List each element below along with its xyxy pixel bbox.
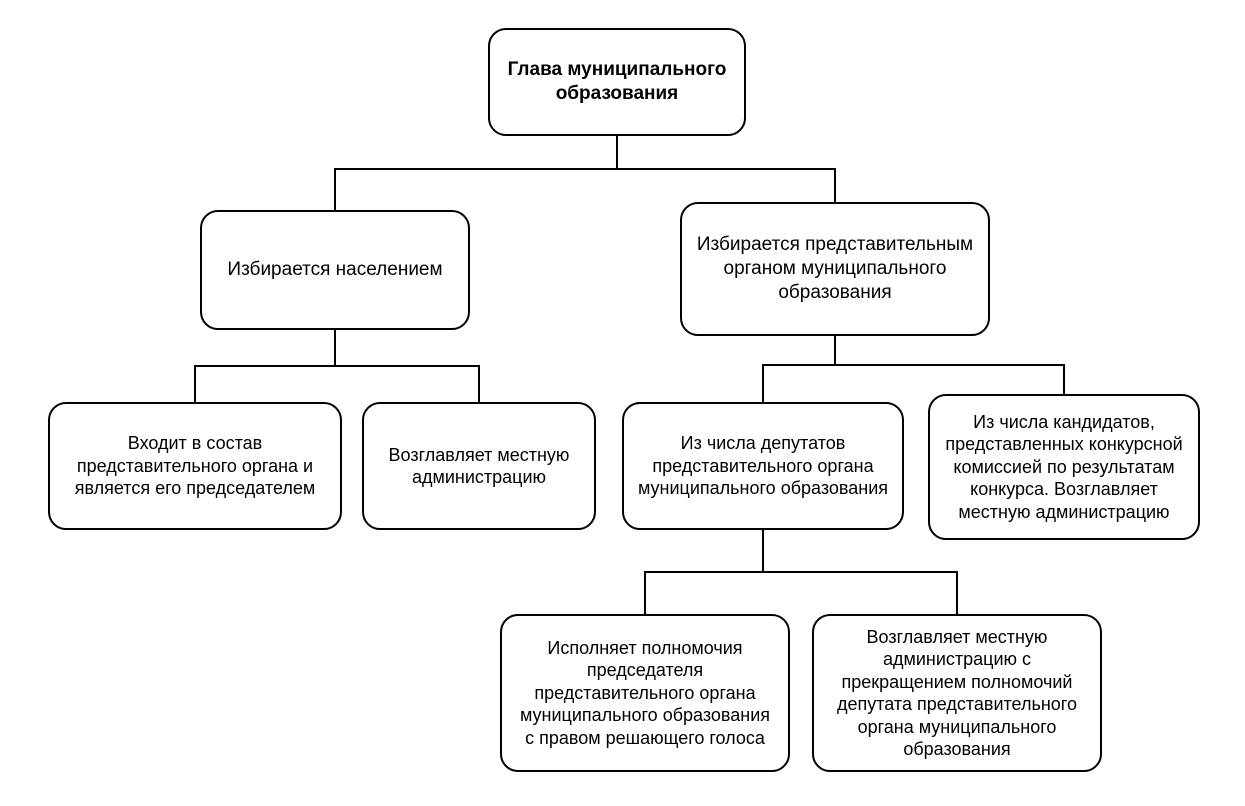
node-l1a: Избирается населением <box>200 210 470 330</box>
node-l3a: Исполняет полномочия председателя предст… <box>500 614 790 772</box>
node-l2a: Входит в состав представительного органа… <box>48 402 342 530</box>
node-root: Глава муниципального образования <box>488 28 746 136</box>
node-l2b: Возглавляет местную администрацию <box>362 402 596 530</box>
diagram-canvas: Глава муниципального образованияИзбирает… <box>0 0 1245 806</box>
node-l2d: Из числа кандидатов, представленных конк… <box>928 394 1200 540</box>
node-l3b: Возглавляет местную администрацию с прек… <box>812 614 1102 772</box>
node-l2c: Из числа депутатов представительного орг… <box>622 402 904 530</box>
node-l1b: Избирается представительным органом муни… <box>680 202 990 336</box>
